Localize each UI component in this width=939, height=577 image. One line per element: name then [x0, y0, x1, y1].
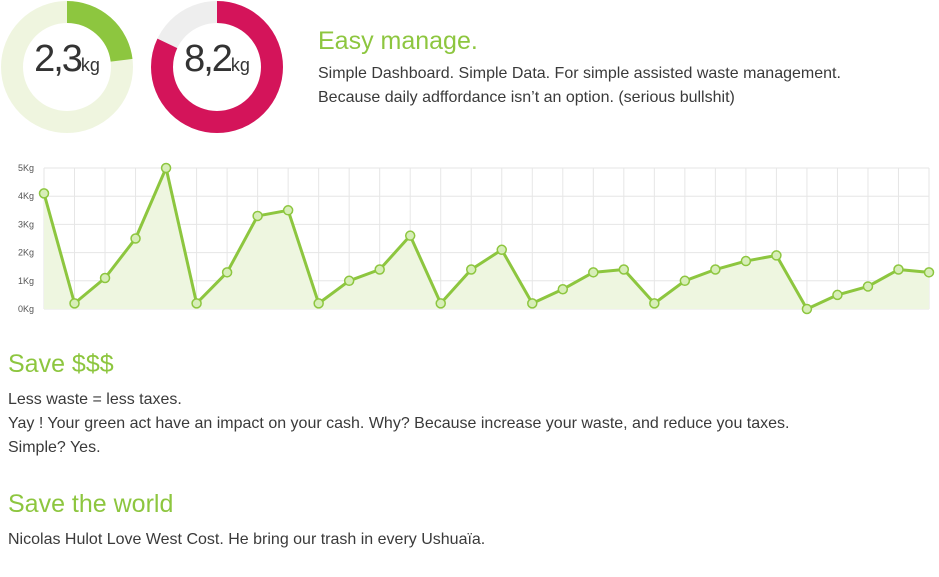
- data-point: [69, 298, 80, 309]
- data-point: [191, 298, 202, 309]
- save-money-line-3: Simple? Yes.: [8, 439, 101, 456]
- data-point: [679, 275, 691, 287]
- data-point: [923, 267, 935, 278]
- gauge-red: 8,2kg: [150, 0, 284, 134]
- gauge-green: 2,3kg: [0, 0, 134, 134]
- y-tick-label: 0Kg: [18, 304, 34, 314]
- save-money-line-1: Less waste = less taxes.: [8, 391, 182, 408]
- data-point: [252, 210, 263, 222]
- y-tick-label: 4Kg: [18, 191, 34, 201]
- data-point: [282, 205, 294, 216]
- waste-chart: 0Kg 1Kg 2Kg 3Kg 4Kg 5Kg: [0, 155, 939, 320]
- intro-title: Easy manage.: [318, 27, 478, 55]
- save-money-line-2: Yay ! Your green act have an impact on y…: [8, 415, 790, 432]
- data-point: [862, 281, 874, 292]
- y-tick-label: 5Kg: [18, 163, 34, 173]
- data-point: [740, 255, 752, 267]
- waste-chart-svg: 0Kg 1Kg 2Kg 3Kg 4Kg 5Kg: [18, 162, 935, 315]
- data-point: [832, 289, 843, 301]
- data-point: [404, 230, 416, 241]
- gauge-red-value: 8,2: [184, 38, 233, 80]
- data-point: [99, 272, 111, 284]
- data-point: [38, 188, 50, 199]
- data-point: [588, 267, 599, 278]
- gauge-green-ring: [1, 1, 133, 133]
- data-point: [130, 233, 141, 244]
- save-world-title: Save the world: [8, 490, 174, 518]
- data-point: [893, 264, 904, 275]
- y-tick-label: 2Kg: [18, 248, 34, 258]
- data-point: [374, 264, 385, 275]
- gauge-red-label: 8,2kg: [150, 40, 284, 78]
- data-point: [557, 284, 569, 295]
- gauge-red-unit: kg: [230, 55, 250, 75]
- data-point: [771, 250, 782, 261]
- data-point: [313, 298, 324, 309]
- gauge-green-label: 2,3kg: [0, 40, 134, 78]
- data-point: [496, 244, 508, 256]
- data-point: [465, 264, 477, 275]
- data-point: [649, 298, 660, 309]
- gauge-green-unit: kg: [80, 55, 100, 75]
- gauge-red-ring: [151, 1, 283, 133]
- data-point: [527, 298, 538, 309]
- series-line: [42, 166, 930, 311]
- intro-line-1: Simple Dashboard. Simple Data. For simpl…: [318, 65, 841, 82]
- data-point: [801, 303, 813, 315]
- y-tick-label: 3Kg: [18, 219, 34, 229]
- y-tick-label: 1Kg: [18, 276, 34, 286]
- data-point: [435, 298, 446, 309]
- data-point: [221, 267, 233, 278]
- data-point: [343, 275, 355, 287]
- data-point: [160, 162, 172, 174]
- save-money-title: Save $$$: [8, 350, 114, 378]
- data-point: [618, 264, 630, 275]
- save-world-line-1: Nicolas Hulot Love West Cost. He bring o…: [8, 531, 486, 548]
- intro-line-2: Because daily adffordance isn’t an optio…: [318, 89, 735, 106]
- gauge-green-value: 2,3: [34, 38, 83, 80]
- data-point: [710, 264, 721, 275]
